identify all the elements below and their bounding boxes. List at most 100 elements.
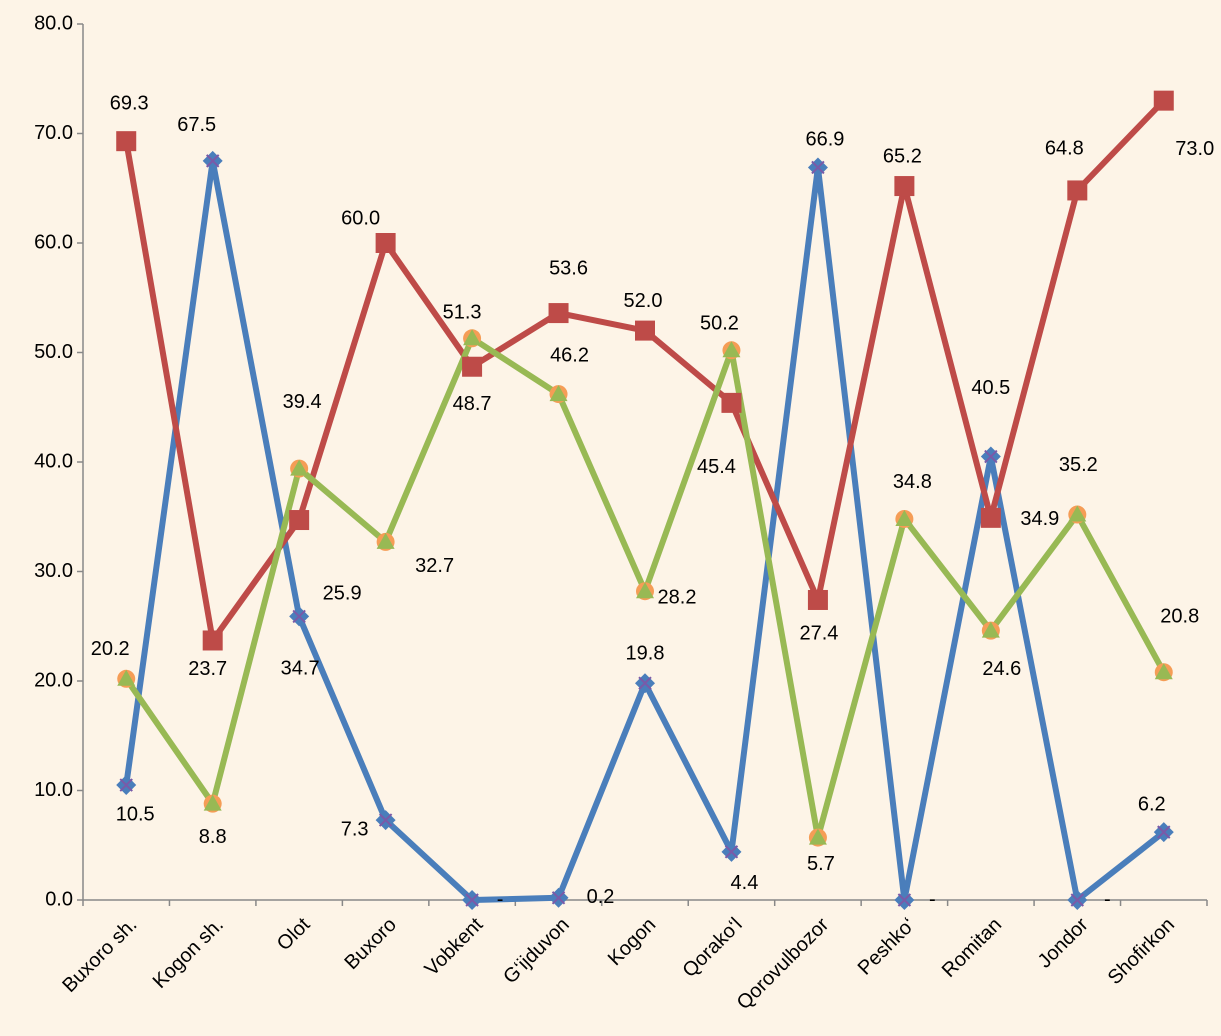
data-label: 5.7 (807, 853, 835, 875)
data-label: 39.4 (283, 391, 322, 413)
data-label: 23.7 (188, 658, 227, 680)
data-label: 67.5 (177, 114, 216, 136)
marker (548, 887, 569, 908)
marker (116, 775, 137, 796)
x-tick-label: Shofirkon (1104, 914, 1179, 989)
marker-cross (724, 845, 739, 859)
marker (289, 606, 310, 627)
x-tick-label: Olot (273, 913, 315, 955)
marker (1067, 180, 1088, 201)
x-tick-label: Qorovulbozor (733, 913, 834, 1014)
marker (980, 446, 1001, 467)
data-label: - (497, 888, 504, 910)
marker (635, 320, 655, 341)
marker (289, 510, 310, 531)
data-label: - (929, 888, 936, 910)
marker-cross (465, 893, 479, 907)
data-label: 6.2 (1138, 793, 1166, 815)
marker-cross (292, 609, 306, 624)
y-tick-label: 60.0 (34, 231, 73, 253)
marker-triangle (1154, 663, 1173, 680)
data-label: 4.4 (731, 872, 759, 894)
data-label: 20.8 (1160, 606, 1199, 628)
marker (894, 176, 915, 197)
marker (462, 890, 483, 910)
marker (807, 157, 828, 178)
data-label: 66.9 (805, 129, 844, 151)
marker (1067, 890, 1088, 910)
marker (202, 150, 223, 171)
data-label: 34.9 (1020, 508, 1059, 530)
data-label: 7.3 (341, 818, 369, 840)
y-tick-label: 30.0 (34, 560, 73, 582)
marker-cross (1157, 825, 1171, 839)
data-label: 52.0 (624, 290, 663, 312)
marker-triangle (981, 621, 1000, 638)
marker (721, 392, 742, 413)
x-tick-label: Romitan (938, 914, 1006, 982)
marker-cross (551, 891, 566, 905)
marker (1153, 90, 1174, 111)
data-label: 64.8 (1045, 138, 1084, 160)
marker-cross (984, 449, 998, 464)
data-label: 45.4 (697, 456, 736, 478)
marker (462, 356, 483, 377)
data-label: 65.2 (883, 145, 922, 167)
marker-triangle (376, 532, 395, 549)
marker (202, 630, 223, 651)
marker (894, 890, 915, 910)
marker-triangle (722, 341, 741, 358)
data-label: 10.5 (116, 803, 155, 825)
data-label: 35.2 (1059, 454, 1098, 476)
data-label: 34.7 (281, 657, 320, 679)
y-tick-label: 80.0 (34, 12, 73, 34)
x-tick-label: Vobkent (421, 913, 488, 980)
marker (635, 673, 655, 694)
x-tick-label: Qorako‘l (679, 914, 747, 982)
data-label: - (1104, 888, 1111, 910)
data-label: 24.6 (982, 658, 1021, 680)
data-label: 46.2 (550, 344, 589, 366)
x-tick-label: G‘ijduvon (499, 914, 574, 989)
data-label: 19.8 (626, 642, 665, 664)
data-label: 34.8 (893, 471, 932, 493)
data-label: 53.6 (549, 257, 588, 279)
marker-triangle (636, 582, 654, 599)
marker-cross (1070, 893, 1085, 907)
marker (116, 131, 137, 152)
marker-cross (119, 778, 133, 792)
x-tick-label: Peshko‘ (854, 914, 920, 980)
marker (375, 810, 396, 831)
marker (807, 589, 828, 610)
y-tick-label: 70.0 (34, 122, 73, 144)
marker-cross (638, 676, 652, 690)
y-tick-label: 50.0 (34, 341, 73, 363)
x-tick-label: Kogon sh. (149, 914, 228, 993)
data-label: 28.2 (658, 586, 697, 608)
marker-triangle (549, 385, 568, 402)
data-label: 73.0 (1175, 138, 1214, 160)
y-tick-label: 40.0 (34, 450, 73, 472)
marker-cross (811, 160, 825, 175)
data-label: 60.0 (341, 207, 380, 229)
data-label: 51.3 (443, 302, 482, 324)
marker-triangle (808, 828, 827, 845)
marker-cross (897, 893, 912, 907)
x-tick-label: Buxoro sh. (58, 914, 141, 997)
marker (980, 507, 1001, 528)
marker-triangle (895, 509, 914, 526)
data-label: 0.2 (587, 886, 615, 908)
marker (548, 303, 569, 324)
data-label: 69.3 (110, 92, 149, 114)
x-tick-label: Jondor (1034, 913, 1093, 972)
y-tick-label: 0.0 (45, 888, 73, 910)
data-label: 32.7 (415, 555, 454, 577)
x-tick-label: Kogon (604, 914, 660, 970)
marker-triangle (463, 329, 482, 346)
data-label: 27.4 (799, 622, 838, 644)
marker-triangle (117, 669, 136, 686)
data-label: 25.9 (323, 583, 362, 605)
marker (721, 841, 742, 862)
